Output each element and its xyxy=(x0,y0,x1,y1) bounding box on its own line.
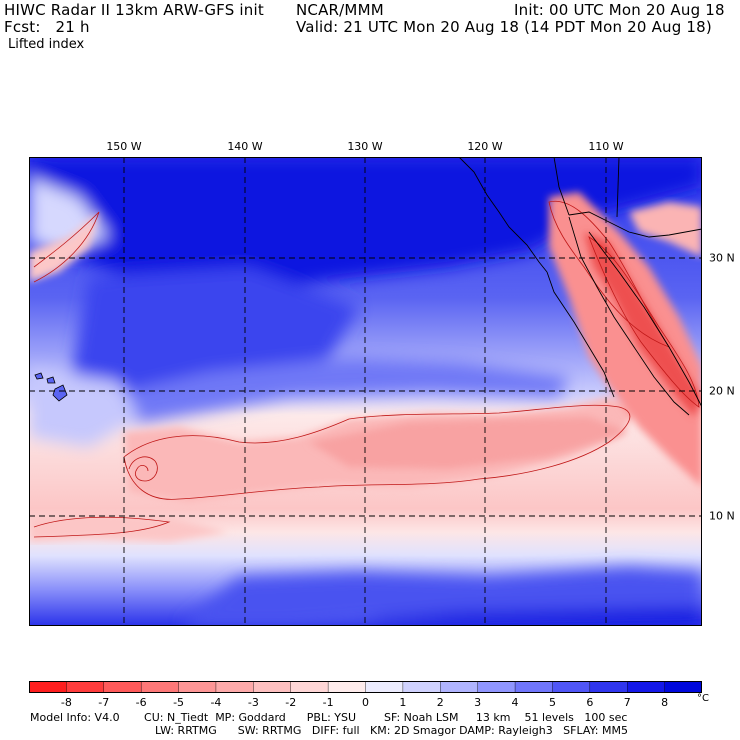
field-name: Lifted index xyxy=(8,37,85,52)
mid-blue-south xyxy=(179,567,702,626)
institution-label: NCAR/MMM xyxy=(296,1,384,19)
colorbar-tick-label: 7 xyxy=(623,696,631,709)
colorbar-tick-label: -1 xyxy=(322,696,334,709)
colorbar-tick-label: -4 xyxy=(210,696,222,709)
colorbar-tick-label: 5 xyxy=(548,696,556,709)
colorbar-cell xyxy=(66,681,105,693)
us-west-coast xyxy=(458,157,548,273)
lon-label-140w: 140 W xyxy=(227,140,263,153)
itcz-contour xyxy=(123,404,631,500)
colorbar-cell xyxy=(402,681,441,693)
valid-time: Valid: 21 UTC Mon 20 Aug 18 (14 PDT Mon … xyxy=(296,18,712,36)
colorbar-cell xyxy=(140,681,180,693)
deep-blue-north xyxy=(29,157,702,297)
cyclone-swirl xyxy=(128,456,158,482)
lat-label-30n: 30 N xyxy=(709,251,735,265)
lon-label-110w: 110 W xyxy=(588,140,624,153)
colorbar-cell xyxy=(552,681,591,693)
colorbar-cell xyxy=(327,681,367,693)
lon-label-130w: 130 W xyxy=(347,140,383,153)
lat-label-10n: 10 N xyxy=(709,509,735,523)
sierra-contour xyxy=(588,236,700,408)
colorbar-cell xyxy=(365,681,404,693)
colorbar-tick-label: -6 xyxy=(135,696,147,709)
colorbar-cell xyxy=(290,681,329,693)
baja-coast-west xyxy=(546,271,615,398)
colorbar-cell xyxy=(103,681,142,693)
stable-air-regions xyxy=(29,157,702,626)
colorbar-tick-label: 8 xyxy=(661,696,669,709)
lifted-index-map xyxy=(29,157,702,626)
pale-hawaii-region xyxy=(29,367,139,447)
colorbar-tick-label: 0 xyxy=(362,696,369,709)
map-frame xyxy=(29,157,702,626)
forecast-hour: Fcst: 21 h xyxy=(4,18,90,36)
colorbar-tick-label: 3 xyxy=(474,696,482,709)
nw-contour xyxy=(33,211,100,283)
nw-pink-patch xyxy=(29,212,99,282)
us-mexico-border xyxy=(568,211,702,238)
blue-band-west xyxy=(69,267,359,407)
colorbar-tick-label: 4 xyxy=(511,696,519,709)
init-time: Init: 00 UTC Mon 20 Aug 18 xyxy=(514,1,725,19)
colorbar-cell xyxy=(215,681,255,693)
colorbar-cell xyxy=(440,681,479,693)
itcz-core xyxy=(309,417,629,469)
mexico-mainland-coast xyxy=(588,231,702,408)
unstable-air-regions xyxy=(29,192,702,542)
lat-lon-grid xyxy=(29,157,702,626)
sw-pink-band xyxy=(29,512,229,542)
hawaii-islands xyxy=(34,372,68,402)
model-info-line2: LW: RRTMG SW: RRTMG DIFF: full KM: 2D Sm… xyxy=(155,724,628,737)
baja-mexico-coast xyxy=(549,192,702,487)
colorbar-cell xyxy=(178,681,217,693)
sierra-madre-core xyxy=(584,232,702,417)
colorbar-cell xyxy=(664,681,702,693)
colorbar-tick-label: -7 xyxy=(98,696,110,709)
colorbar xyxy=(29,681,702,693)
lon-label-120w: 120 W xyxy=(467,140,503,153)
colorbar-cell xyxy=(627,681,666,693)
state-border-2 xyxy=(616,157,620,218)
state-border xyxy=(553,157,570,216)
colorbar-tick-label: -8 xyxy=(60,696,72,709)
model-title: HIWC Radar II 13km ARW-GFS init xyxy=(4,1,264,19)
lat-label-20n: 20 N xyxy=(709,384,735,398)
colorbar-cell xyxy=(514,681,554,693)
colorbar-tick-label: -3 xyxy=(247,696,259,709)
colorbar-unit: °C xyxy=(697,693,709,704)
colorbar-tick-label: 6 xyxy=(586,696,594,709)
northern-mexico xyxy=(629,202,702,257)
baja-coast-east xyxy=(568,216,690,416)
sw-contour xyxy=(33,516,171,538)
model-info-line1: Model Info: V4.0 CU: N_Tiedt MP: Goddard… xyxy=(30,711,628,724)
colorbar-tick-label: -5 xyxy=(173,696,185,709)
colorbar-cell xyxy=(589,681,628,693)
colorbar-tick-label: -2 xyxy=(285,696,297,709)
colorbar-cell xyxy=(253,681,292,693)
coastlines xyxy=(458,157,702,416)
colorbar-cell xyxy=(29,681,68,693)
lon-label-150w: 150 W xyxy=(106,140,142,153)
colorbar-tick-label: 1 xyxy=(399,696,407,709)
colorbar-tick-label: 2 xyxy=(436,696,444,709)
colorbar-cell xyxy=(477,681,516,693)
blue-streak xyxy=(59,357,569,432)
